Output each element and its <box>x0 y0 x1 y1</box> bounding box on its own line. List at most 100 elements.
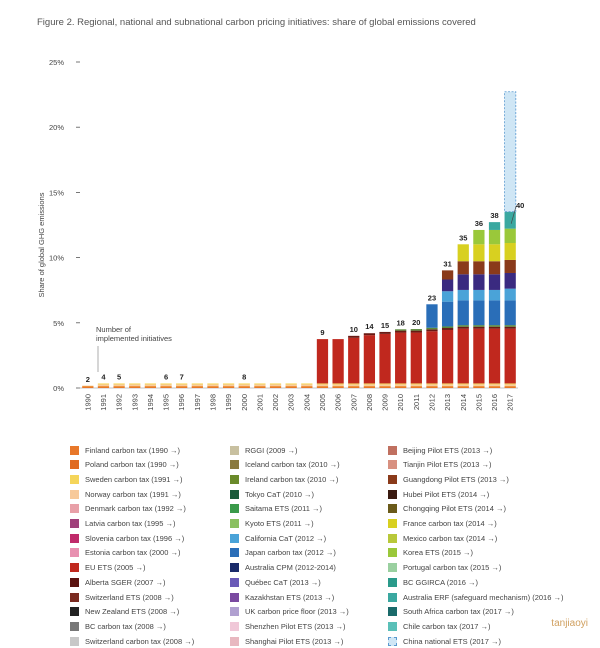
bar-segment <box>238 384 250 386</box>
legend-item: Tianjin Pilot ETS (2013 →) <box>388 458 492 472</box>
legend-item: UK carbon price floor (2013 →) <box>230 605 349 619</box>
bar-segment <box>457 274 469 290</box>
legend-swatch <box>230 445 239 455</box>
legend-label: Tokyo CaT (2010 →) <box>245 489 315 499</box>
legend-swatch <box>230 563 239 573</box>
legend-label: Denmark carbon tax (1992 →) <box>85 504 186 514</box>
bar-segment <box>238 385 250 387</box>
bar-segment <box>348 335 360 338</box>
legend-item: Ireland carbon tax (2010 →) <box>230 472 338 486</box>
bar-segment <box>473 300 485 326</box>
initiative-count-label: 14 <box>365 322 374 331</box>
y-axis-label: Share of global GHG emissions <box>37 192 46 297</box>
bar-segment <box>113 384 125 386</box>
initiative-count-label: 7 <box>180 372 184 381</box>
bar-segment <box>254 385 266 387</box>
bar-segment <box>348 383 360 385</box>
initiative-count-label: 4 <box>101 372 106 381</box>
bar-segment <box>488 386 501 388</box>
bar-segment <box>457 386 469 388</box>
bar-segment <box>488 326 501 329</box>
legend-label: Ireland carbon tax (2010 →) <box>245 474 339 484</box>
chart-svg: 0% 5% 10% 15% 20% 25% Share of global GHG emis… <box>37 58 524 411</box>
legend-item: Tokyo CaT (2010 →) <box>230 487 314 501</box>
bar-segment <box>426 327 438 330</box>
bar-segment <box>269 384 282 386</box>
bar-segment <box>504 288 516 301</box>
initiative-count-label: 15 <box>381 321 389 330</box>
bar-segment <box>316 383 329 385</box>
bar-segment <box>363 384 376 386</box>
bar-segment <box>301 385 313 387</box>
bar-segment <box>473 244 485 262</box>
x-tick-label: 2005 <box>318 394 327 411</box>
x-tick-label: 2000 <box>240 394 249 411</box>
bar-segment <box>348 385 360 387</box>
legend-item: Switzerland carbon tax (2008 →) <box>70 634 194 648</box>
legend-swatch <box>70 563 79 573</box>
bar-segment <box>488 328 501 384</box>
legend-item: Australia CPM (2012-2014) <box>230 561 336 575</box>
legend-label: Tianjin Pilot ETS (2013 →) <box>403 460 492 470</box>
bar-segment <box>473 274 485 290</box>
bar-segment <box>457 384 469 386</box>
bar-segment <box>332 383 344 385</box>
bar-segment <box>504 384 516 386</box>
x-tick-label: 2011 <box>412 394 421 410</box>
bar-segment <box>410 329 422 331</box>
bar-segment <box>348 386 360 388</box>
legend-label: Shenzhen Pilot ETS (2013 →) <box>245 621 346 631</box>
bar-segment <box>363 386 376 388</box>
legend-label: Shanghai Pilot ETS (2013 →) <box>245 636 344 646</box>
bar-segment <box>488 300 501 326</box>
bar-segment <box>176 384 188 386</box>
bar-segment <box>348 384 360 386</box>
legend-item: Shenzhen Pilot ETS (2013 →) <box>230 619 345 633</box>
legend-item: Korea ETS (2015 →) <box>388 546 473 560</box>
legend-label: California CaT (2012 →) <box>245 533 327 543</box>
x-tick-label: 1999 <box>224 394 233 411</box>
bar-segment <box>176 386 188 388</box>
bar-segment <box>363 333 376 336</box>
legend-swatch <box>230 577 239 587</box>
bar-segment <box>457 328 469 384</box>
bar-segment <box>222 385 235 387</box>
bar-segment <box>426 386 438 388</box>
initiative-count-label: 20 <box>412 318 420 327</box>
bar-segment <box>144 385 157 387</box>
bar-segment <box>395 386 407 388</box>
bar-segment <box>473 261 485 275</box>
legend-label: Kyoto ETS (2011 →) <box>245 519 314 528</box>
x-tick-label: 1991 <box>99 394 108 411</box>
bar-segment <box>160 386 172 388</box>
bar-segment <box>426 383 438 385</box>
bar-segment <box>176 383 188 385</box>
legend-swatch <box>388 445 397 455</box>
bar-segment <box>488 384 501 386</box>
initiative-count-label: 35 <box>459 233 467 242</box>
bar-segment <box>363 385 376 387</box>
bar-segment <box>176 385 188 387</box>
bar-segment <box>410 332 422 384</box>
initiative-count-label: 40 <box>516 201 524 210</box>
bar-segment <box>426 329 438 332</box>
bar-segment <box>332 384 344 386</box>
legend-label: Beijing Pilot ETS (2013 →) <box>403 445 493 455</box>
bar-segment <box>97 385 110 387</box>
legend-swatch <box>70 504 79 514</box>
bar-segment <box>222 384 235 386</box>
legend-item: Kyoto ETS (2011 →) <box>230 517 314 531</box>
bar-segment <box>113 386 125 388</box>
bar-segment <box>488 222 501 230</box>
bar-segment <box>160 383 172 385</box>
legend-label: Sweden carbon tax (1991 →) <box>85 474 183 484</box>
legend-label: Hubei Pilot ETS (2014 →) <box>403 489 490 499</box>
bar-segment <box>426 304 438 328</box>
legend-item: Shanghai Pilot ETS (2013 →) <box>230 634 343 648</box>
legend-swatch <box>230 519 239 528</box>
legend-label: France carbon tax (2014 →) <box>403 519 497 528</box>
legend-item: Chongqing Pilot ETS (2014 →) <box>388 502 506 516</box>
legend-item: Mexico carbon tax (2014 →) <box>388 531 497 545</box>
y-tick-label: 10% <box>49 254 64 263</box>
bar-segment <box>82 385 94 387</box>
